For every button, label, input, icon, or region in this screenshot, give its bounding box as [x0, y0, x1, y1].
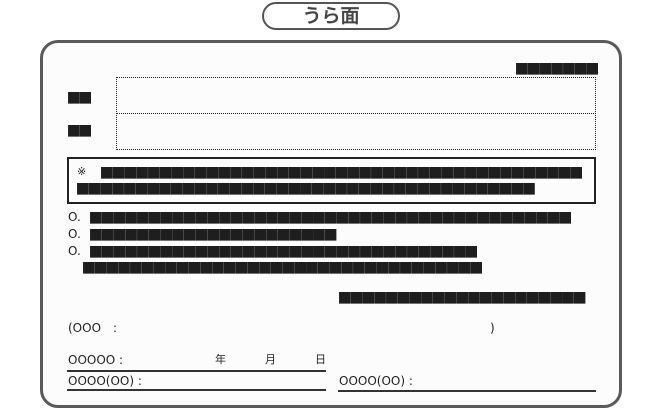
field1-box[interactable] — [116, 77, 596, 114]
sign-right-underline[interactable] — [338, 390, 596, 392]
item3-bullet: O. — [68, 244, 81, 258]
paren-close: ) — [490, 321, 495, 335]
sign-right-label: OOOO(OO) : — [339, 374, 413, 388]
field1-label: ■■ — [68, 90, 92, 104]
sign-left-underline[interactable] — [67, 389, 326, 391]
field2-box[interactable] — [116, 113, 596, 150]
item3-continuation: ■■■■■■■■■■■■■■■■■■■■■■■■■■■■■■■■■■ — [83, 260, 483, 274]
notice-line1: ■■■■■■■■■■■■■■■■■■■■■■■■■■■■■■■■■■■■■■■■… — [101, 165, 583, 179]
date-label: OOOOO : — [68, 353, 124, 367]
item1-text: ■■■■■■■■■■■■■■■■■■■■■■■■■■■■■■■■■■■■■■■■… — [90, 210, 572, 224]
date-underline — [67, 370, 326, 372]
item3-text: ■■■■■■■■■■■■■■■■■■■■■■■■■■■■■■■■■ — [90, 244, 478, 258]
month-label: 月 — [265, 353, 276, 366]
paren-open-label: (OOO : — [68, 321, 118, 335]
field2-label: ■■ — [68, 123, 92, 137]
day-label: 日 — [315, 353, 326, 366]
issuer-redacted: ■■■■■■■■■■■■■■■■■■■■■ — [339, 290, 586, 304]
item1-bullet: O. — [68, 210, 81, 224]
item2-bullet: O. — [68, 227, 81, 241]
card-number-redacted: ■■■■■■■ — [516, 61, 599, 75]
card-back — [40, 40, 622, 408]
notice-mark: ※ — [77, 165, 87, 178]
sign-left-label: OOOO(OO) : — [68, 374, 142, 388]
year-label: 年 — [215, 353, 226, 366]
item2-text: ■■■■■■■■■■■■■■■■■■■■■ — [90, 227, 337, 241]
notice-line2: ■■■■■■■■■■■■■■■■■■■■■■■■■■■■■■■■■■■■■■■ — [77, 181, 535, 195]
notice-box — [67, 157, 596, 204]
back-side-title: うら面 — [262, 2, 400, 30]
